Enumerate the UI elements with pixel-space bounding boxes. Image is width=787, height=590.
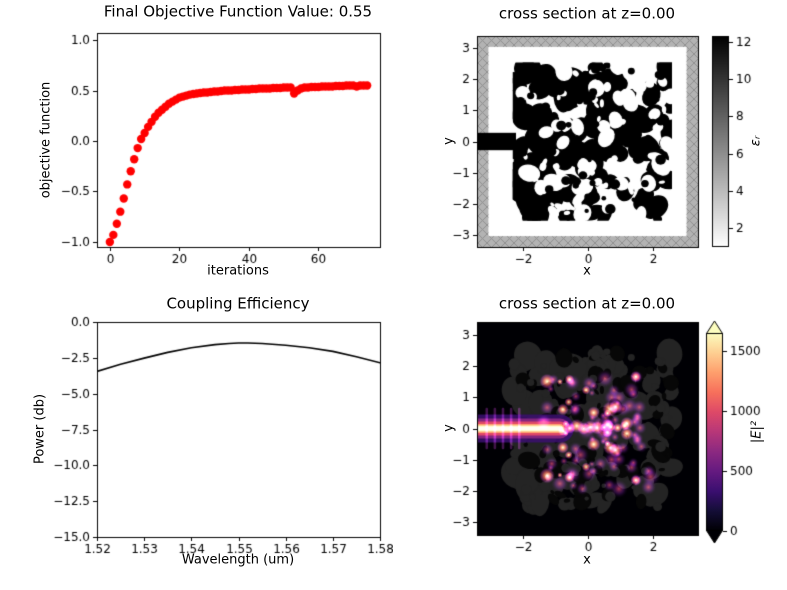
eps-ylabel: y: [441, 137, 457, 145]
field-xlabel: x: [583, 552, 591, 568]
coupling-title: Coupling Efficiency: [166, 294, 310, 313]
objective-xlabel: iterations: [207, 263, 269, 279]
eps-xlabel: x: [583, 263, 591, 279]
objective-ylabel: objective function: [38, 81, 54, 199]
field-colorbar-label: |E|²: [749, 420, 765, 444]
eps-colorbar-label: εᵣ: [748, 135, 764, 147]
field-heatmap-canvas: [393, 295, 787, 590]
coupling-ylabel: Power (db): [32, 393, 48, 465]
coupling-xlabel: Wavelength (um): [181, 552, 295, 568]
eps-title: cross section at z=0.00: [498, 4, 676, 23]
field-ylabel: y: [441, 424, 457, 432]
objective-scatter-canvas: [0, 0, 393, 295]
permittivity-heatmap-canvas: [393, 0, 787, 295]
field-title: cross section at z=0.00: [498, 294, 676, 313]
objective-title: Final Objective Function Value: 0.55: [103, 2, 373, 21]
coupling-line-canvas: [0, 295, 393, 590]
